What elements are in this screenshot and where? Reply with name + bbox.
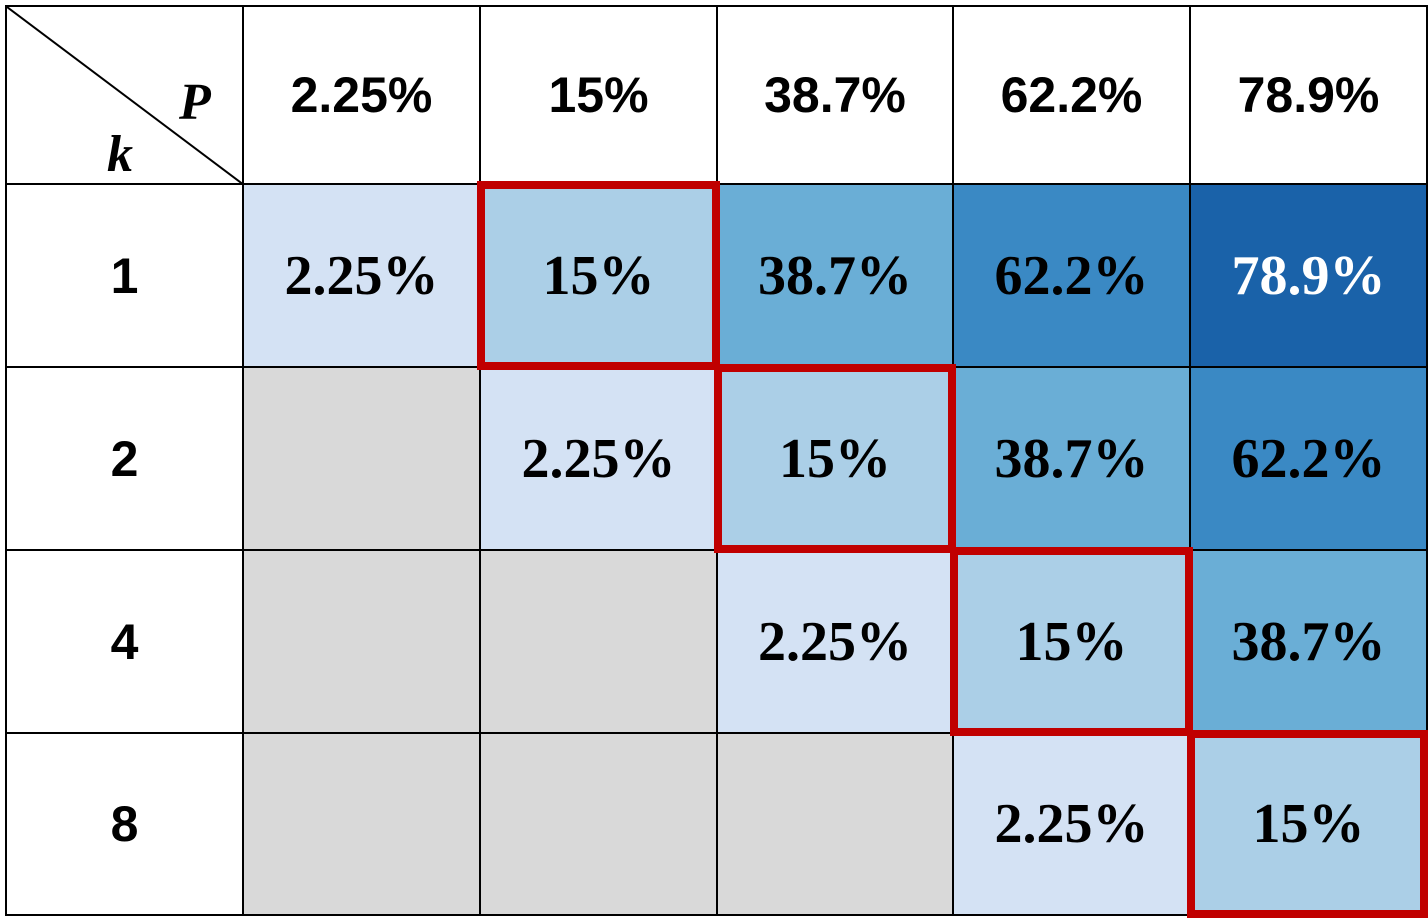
- column-axis-label: P: [179, 74, 211, 131]
- value-cell-text: 2.25%: [284, 244, 439, 307]
- value-cell: 38.7%: [952, 366, 1191, 551]
- value-cell: 2.25%: [952, 732, 1191, 916]
- row-axis-label: k: [107, 126, 133, 183]
- column-header-text: 15%: [548, 67, 649, 123]
- empty-cell: [479, 549, 718, 734]
- row-header-text: 8: [110, 796, 139, 852]
- column-header: 62.2%: [952, 5, 1191, 185]
- value-cell: 2.25%: [716, 549, 954, 734]
- value-cell-text: 2.25%: [994, 793, 1149, 855]
- value-cell-text: 62.2%: [1231, 427, 1386, 490]
- value-cell: 78.9%: [1189, 183, 1428, 368]
- highlight-box: [477, 181, 720, 370]
- row-header: 4: [5, 549, 244, 734]
- row-header: 8: [5, 732, 244, 916]
- value-cell-text: 78.9%: [1231, 244, 1386, 307]
- value-cell-text: 15%: [779, 427, 891, 490]
- column-header: 38.7%: [716, 5, 954, 185]
- highlight-box: [714, 364, 956, 553]
- empty-cell: [716, 732, 954, 916]
- value-cell: 62.2%: [952, 183, 1191, 368]
- corner-diagonal: [7, 7, 244, 185]
- value-cell: 62.2%: [1189, 366, 1428, 551]
- value-cell-text: 2.25%: [758, 610, 912, 673]
- row-header-text: 1: [110, 247, 139, 304]
- row-header-text: 4: [110, 613, 139, 670]
- empty-cell: [242, 549, 481, 734]
- value-cell: 38.7%: [1189, 549, 1428, 734]
- highlight-box: [950, 547, 1193, 736]
- value-cell: 2.25%: [242, 183, 481, 368]
- value-cell: 15%: [952, 549, 1191, 734]
- value-cell-text: 38.7%: [994, 427, 1149, 490]
- value-cell-text: 15%: [542, 244, 655, 307]
- value-cell: 2.25%: [479, 366, 718, 551]
- column-header: 15%: [479, 5, 718, 185]
- column-header: 78.9%: [1189, 5, 1428, 185]
- row-header: 2: [5, 366, 244, 551]
- value-cell: 15%: [1189, 732, 1428, 916]
- value-cell-text: 15%: [1015, 610, 1128, 673]
- empty-cell: [479, 732, 718, 916]
- value-cell-text: 38.7%: [758, 244, 912, 307]
- value-cell-text: 62.2%: [994, 244, 1149, 307]
- empty-cell: [242, 732, 481, 916]
- column-header-text: 62.2%: [1000, 67, 1143, 123]
- empty-cell: [242, 366, 481, 551]
- highlight-box: [1187, 730, 1428, 918]
- row-header: 1: [5, 183, 244, 368]
- value-cell: 38.7%: [716, 183, 954, 368]
- value-cell-text: 2.25%: [521, 427, 676, 490]
- column-header-text: 2.25%: [290, 67, 433, 123]
- column-header-text: 38.7%: [764, 67, 906, 123]
- value-cell-text: 38.7%: [1231, 610, 1386, 673]
- corner-cell: P k: [5, 5, 244, 185]
- column-header-text: 78.9%: [1237, 67, 1380, 123]
- value-cell-text: 15%: [1252, 793, 1365, 855]
- column-header: 2.25%: [242, 5, 481, 185]
- row-header-text: 2: [110, 430, 139, 487]
